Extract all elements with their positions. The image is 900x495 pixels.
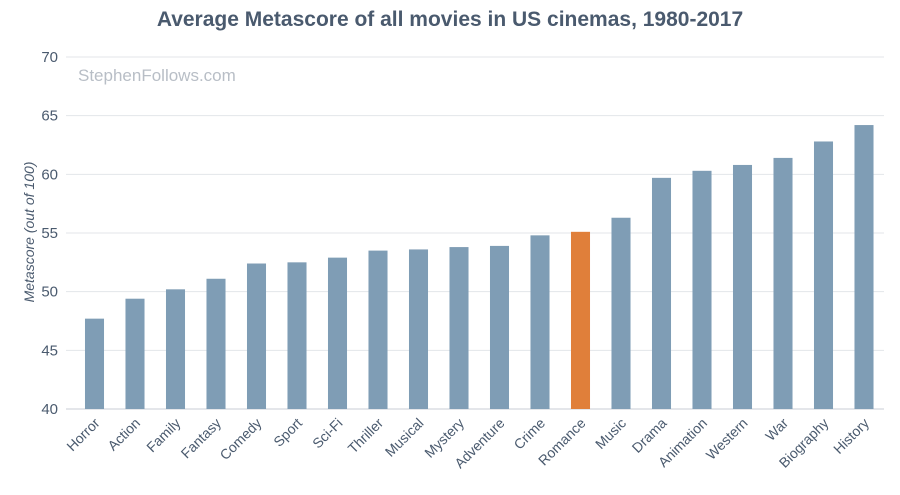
bar-sport	[287, 262, 307, 409]
bar-comedy	[246, 263, 267, 409]
y-tick-label: 55	[41, 225, 58, 242]
watermark: StephenFollows.com	[78, 66, 236, 85]
x-tick-label: Action	[104, 415, 143, 454]
y-axis-label: Metascore (out of 100)	[21, 162, 37, 303]
bars	[84, 125, 874, 410]
bar-romance	[570, 231, 591, 409]
bar-drama	[651, 177, 672, 409]
x-tick-label: Thriller	[345, 415, 387, 457]
bar-fantasy	[206, 278, 226, 409]
bar-musical	[408, 249, 429, 409]
bar-biography	[813, 141, 834, 410]
x-tick-label: Fantasy	[178, 415, 225, 462]
chart-title: Average Metascore of all movies in US ci…	[157, 8, 743, 31]
x-tick-label: Comedy	[216, 415, 264, 463]
x-tick-label: Musical	[382, 415, 427, 460]
bar-music	[611, 217, 631, 409]
x-tick-label: Music	[592, 415, 629, 452]
bar-adventure	[489, 245, 510, 409]
bar-sci-fi	[327, 257, 348, 409]
y-tick-label: 65	[41, 108, 58, 125]
y-tick-label: 60	[41, 166, 58, 183]
bar-history	[854, 125, 874, 409]
bar-animation	[692, 170, 712, 409]
bar-thriller	[368, 250, 388, 409]
y-tick-label: 40	[41, 401, 58, 418]
x-tick-label: War	[762, 415, 791, 444]
x-tick-label: Western	[703, 415, 751, 463]
x-tick-label: Sport	[270, 415, 305, 450]
bar-horror	[84, 318, 105, 409]
y-tick-label: 45	[41, 342, 58, 359]
gridlines	[66, 56, 884, 410]
x-tick-label: Crime	[510, 415, 548, 453]
y-tick-label: 50	[41, 284, 58, 301]
bar-action	[125, 298, 145, 409]
bar-war	[773, 157, 793, 409]
bar-mystery	[449, 247, 469, 409]
bar-crime	[530, 235, 550, 409]
y-axis-ticks: 40 45 50 55 60 65 70	[41, 49, 58, 418]
x-tick-label: History	[830, 415, 872, 457]
bar-family	[165, 289, 186, 409]
bar-western	[732, 164, 753, 409]
x-tick-label: Sci-Fi	[309, 415, 346, 452]
y-tick-label: 70	[41, 49, 58, 66]
x-tick-label: Horror	[63, 415, 103, 455]
